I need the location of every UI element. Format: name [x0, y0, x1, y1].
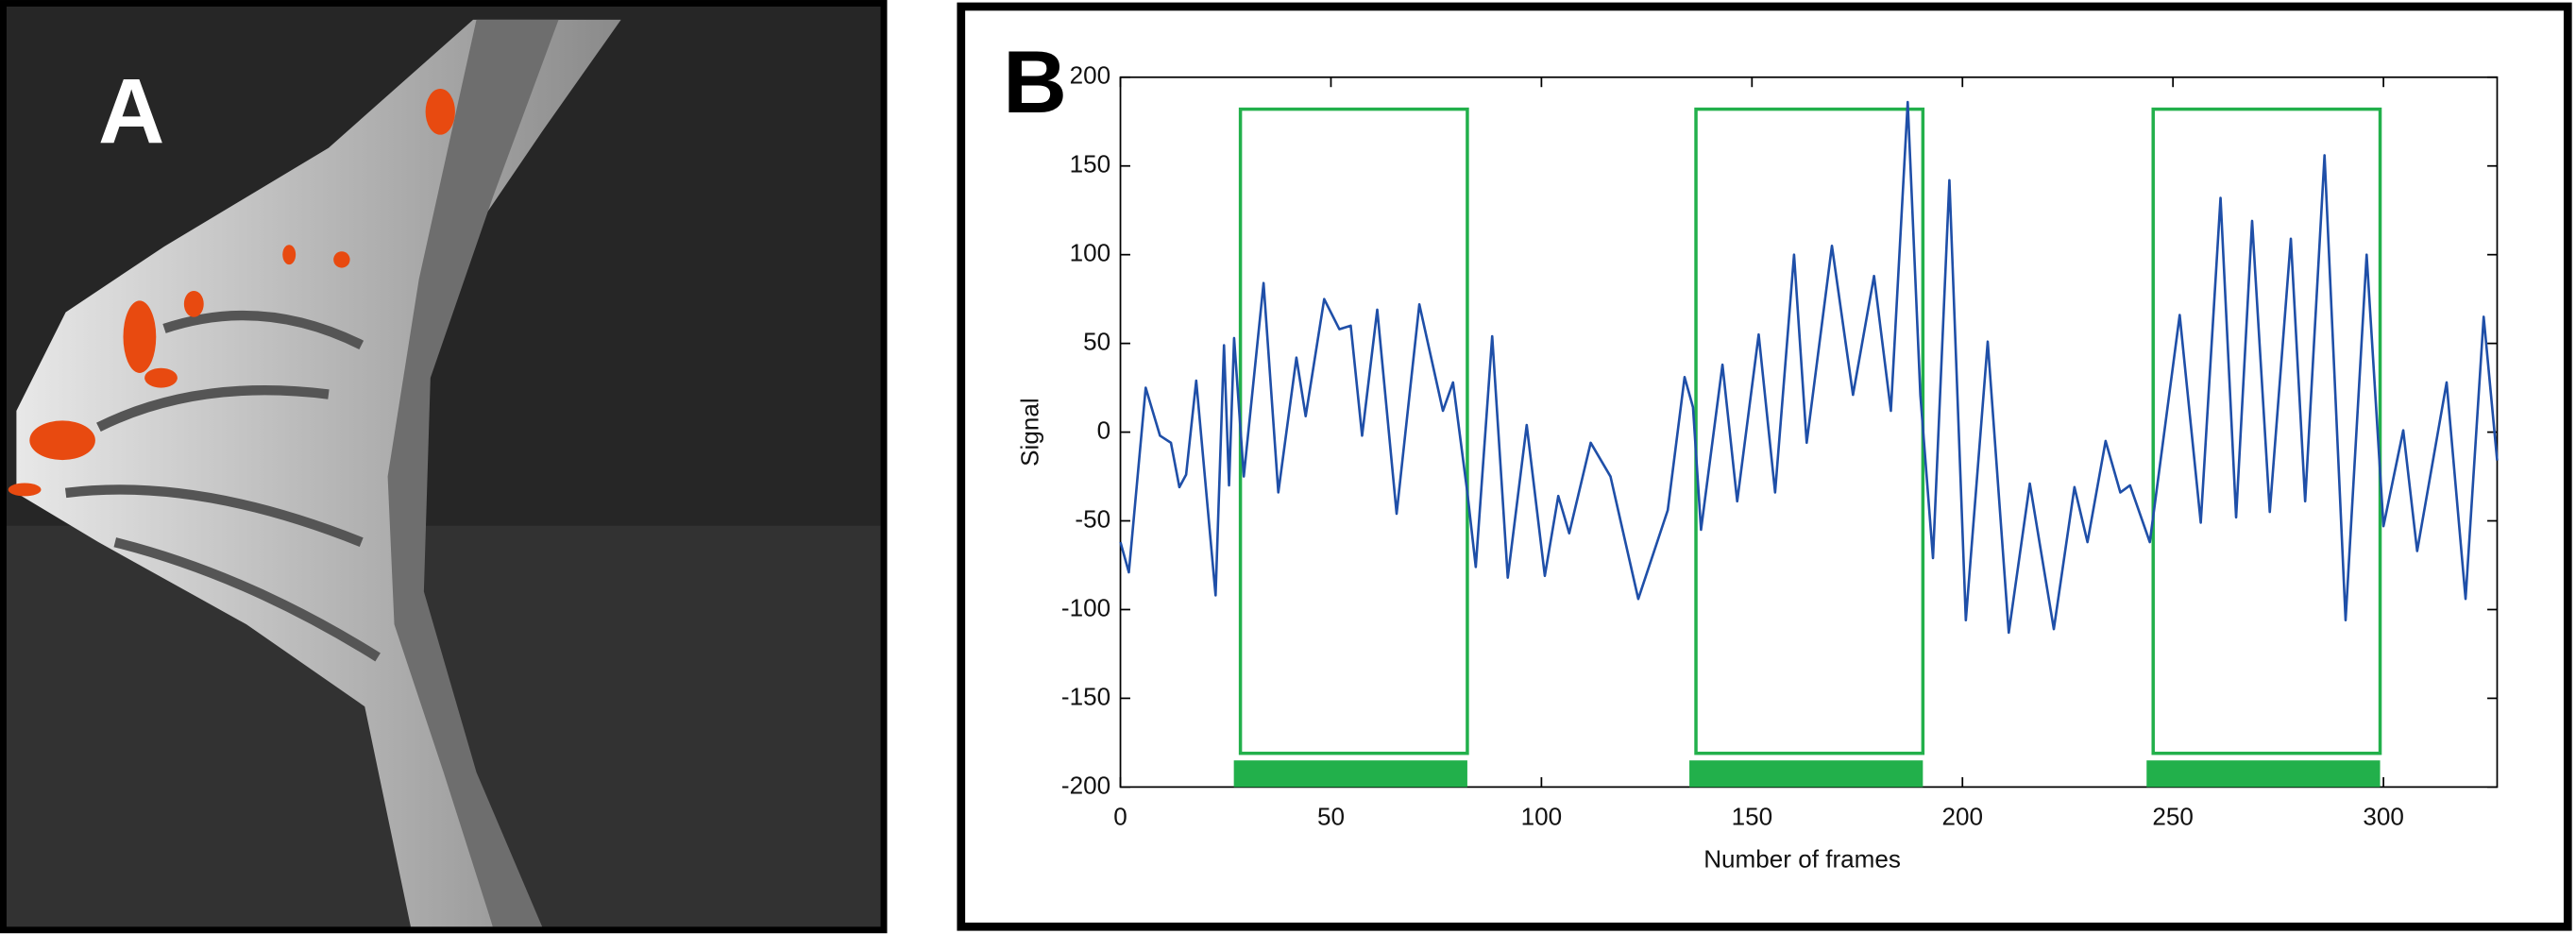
activation-blob	[333, 251, 350, 268]
y-tick-label: -100	[1061, 593, 1110, 621]
y-tick-label: -150	[1061, 682, 1110, 710]
activation-blob	[8, 483, 42, 497]
mri-breast	[16, 19, 621, 927]
activation-blob	[29, 420, 95, 461]
mri-panel: A	[0, 0, 888, 934]
activation-blob	[123, 300, 157, 373]
x-tick-label: 250	[2152, 802, 2194, 830]
y-tick-label: 100	[1070, 239, 1111, 267]
activation-blob	[425, 88, 455, 135]
y-axis-label: Signal	[1015, 398, 1043, 467]
stimulus-bar	[1689, 760, 1924, 788]
y-tick-label: 0	[1097, 416, 1111, 444]
y-tick-label: -50	[1075, 504, 1110, 533]
x-tick-label: 0	[1113, 802, 1127, 830]
plot: -200 -150 -100 -50 0 50 100 150 200 0 50 100 150 200 2…	[1061, 61, 2499, 830]
y-tick-label: 150	[1070, 150, 1111, 178]
panel-label: A	[98, 59, 164, 162]
stimulus-bar	[2146, 760, 2381, 788]
activation-blob	[144, 367, 178, 388]
stimulus-bar	[1233, 760, 1467, 788]
stimulus-block	[2151, 107, 2382, 756]
activation-blob	[183, 290, 204, 317]
x-axis-label: Number of frames	[1703, 845, 1901, 874]
y-tick-label: 200	[1070, 61, 1111, 90]
y-tick-label: -200	[1061, 771, 1110, 799]
activation-blob	[282, 245, 297, 265]
mri-structures	[64, 310, 381, 662]
x-tick-label: 50	[1317, 802, 1345, 830]
x-tick-label: 200	[1941, 802, 1983, 830]
panel-label: B	[1003, 32, 1067, 131]
x-tick-label: 100	[1521, 802, 1563, 830]
mri-muscle	[387, 19, 559, 927]
x-tick-label: 150	[1732, 802, 1773, 830]
y-tick-label: 50	[1083, 328, 1110, 356]
signal-line	[1119, 100, 2499, 635]
x-tick-label: 300	[2363, 802, 2404, 830]
